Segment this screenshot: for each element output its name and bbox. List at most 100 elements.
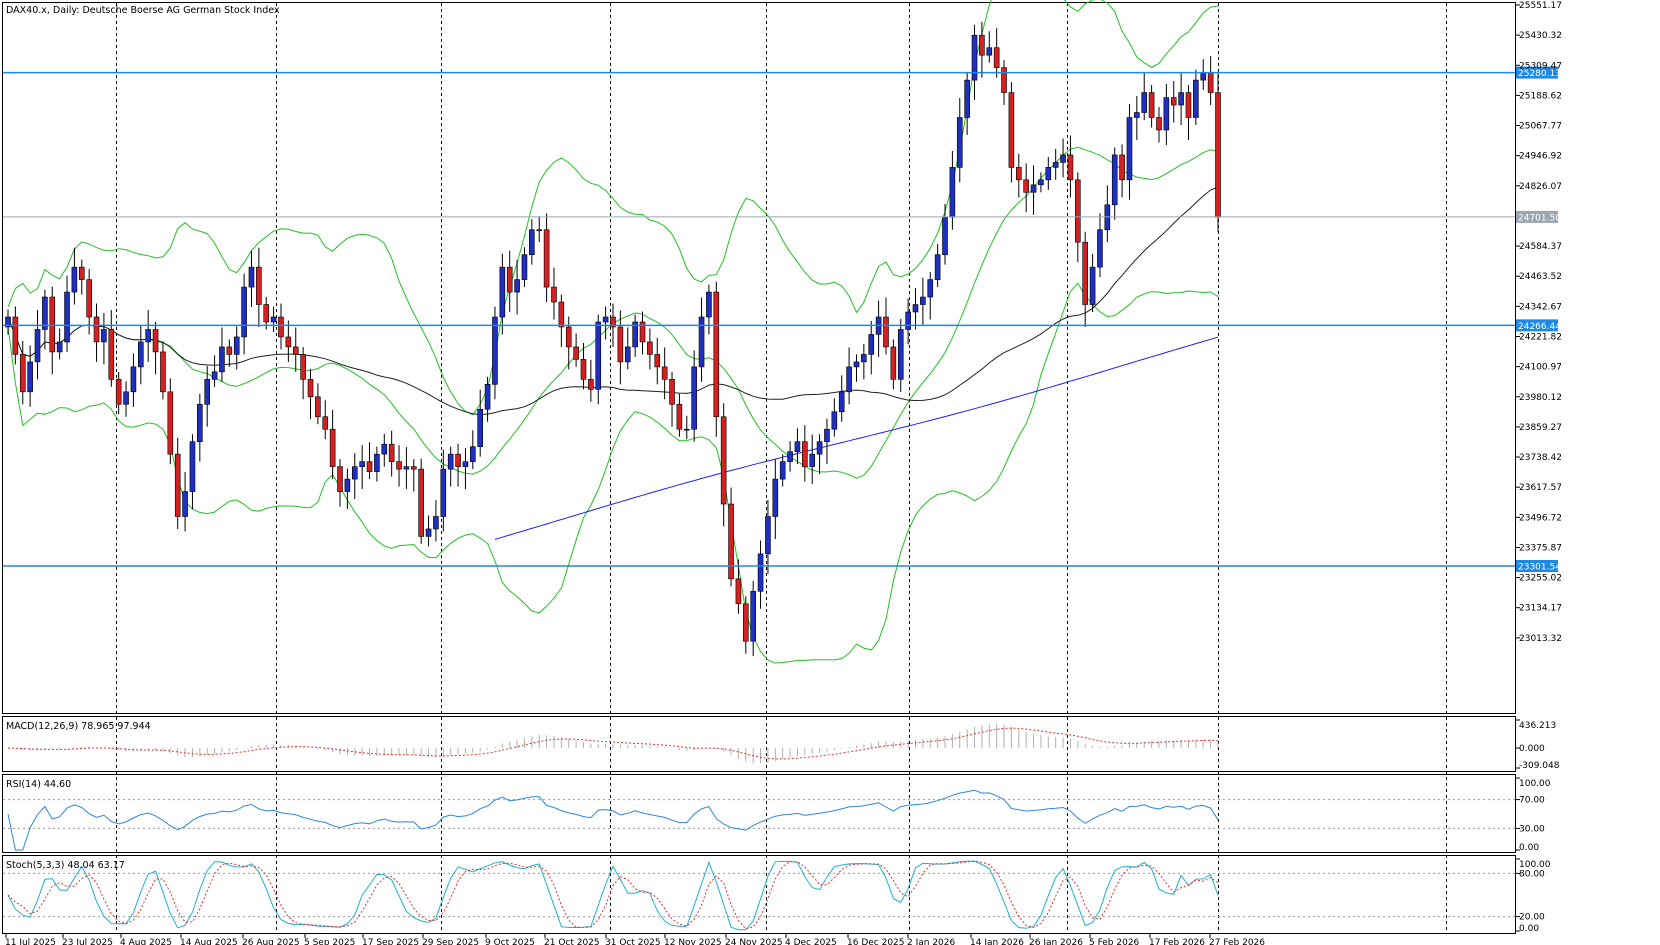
- candle-body: [713, 291, 720, 418]
- candle-body: [536, 229, 543, 232]
- candle-body: [189, 441, 196, 492]
- candle-body: [366, 461, 373, 472]
- price-tick-label: 23255.02: [1519, 574, 1562, 584]
- panel-tick-label: 0.00: [1519, 924, 1539, 934]
- moving-average-short: [7, 186, 1219, 416]
- price-tick-label: 24584.37: [1519, 242, 1562, 252]
- candle-body: [197, 403, 203, 442]
- candle-body: [410, 466, 417, 470]
- candle-body: [86, 279, 92, 318]
- candle-body: [543, 229, 550, 288]
- candle-body: [1215, 92, 1221, 218]
- time-tick-label: 11 Jul 2025: [5, 938, 56, 945]
- candle-body: [78, 266, 85, 280]
- candle-body: [1170, 97, 1177, 106]
- candle-body: [219, 346, 225, 373]
- price-tick-label: 24221.82: [1519, 333, 1562, 343]
- candle-body: [256, 266, 262, 305]
- candle-body: [986, 47, 993, 56]
- candle-body: [617, 326, 624, 363]
- candle-body: [337, 466, 343, 492]
- candle-body: [1001, 67, 1007, 93]
- candle-body: [506, 266, 513, 293]
- price-levels: 25280.13 24701.50 24266.44 23301.54: [3, 66, 1561, 572]
- candle-body: [683, 428, 690, 431]
- time-tick-label: 17 Feb 2026: [1149, 938, 1205, 945]
- candle-body: [278, 316, 284, 338]
- candle-body: [927, 279, 934, 298]
- stoch-title: Stoch(5,3,3) 48.04 63.17: [6, 860, 125, 871]
- stoch-main-line: [7, 860, 1219, 931]
- candle-body: [691, 366, 697, 430]
- candle-body: [639, 321, 646, 343]
- candle-body: [1207, 72, 1214, 93]
- candle-body: [285, 336, 292, 348]
- panel-tick-label: 436.213: [1519, 721, 1556, 731]
- candle-body: [499, 266, 506, 318]
- candle-body: [1023, 179, 1029, 193]
- price-level-tag: [1516, 210, 1558, 223]
- macd-frame: [2, 716, 1516, 772]
- macd-title: MACD(12,26,9) 78.965 97.944: [6, 721, 151, 732]
- panel-tick-label: 30.00: [1519, 824, 1545, 834]
- candle-body: [484, 384, 491, 410]
- candle-body: [12, 316, 19, 355]
- price-level-tag: [1516, 319, 1558, 332]
- candle-body: [1185, 92, 1192, 118]
- candle-body: [1075, 179, 1081, 243]
- candle-body: [300, 354, 306, 380]
- candle-body: [573, 346, 579, 360]
- candle-body: [440, 468, 447, 517]
- candle-body: [661, 366, 668, 380]
- price-tick-label: 25067.77: [1519, 122, 1562, 132]
- candle-body: [42, 296, 48, 330]
- candle-body: [101, 329, 107, 343]
- candle-body: [388, 443, 395, 462]
- candle-body: [329, 428, 336, 467]
- vertical-grid: [116, 3, 1447, 933]
- candle-body: [34, 329, 41, 363]
- time-tick-label: 31 Oct 2025: [605, 938, 661, 945]
- candle-body: [565, 326, 572, 348]
- candle-body: [934, 254, 941, 280]
- price-level-label: 24701.50: [1518, 213, 1561, 223]
- candle-body: [492, 316, 498, 385]
- candle-body: [1178, 92, 1184, 106]
- candle-body: [211, 371, 218, 380]
- candle-body: [226, 346, 233, 355]
- panel-tick-label: 0.000: [1519, 744, 1545, 754]
- price-tick-label: 25430.32: [1519, 31, 1562, 41]
- candle-body: [853, 361, 860, 368]
- candle-body: [447, 453, 454, 470]
- time-axis: 11 Jul 2025 23 Jul 2025 4 Aug 2025 14 Aug 2…: [5, 933, 1265, 945]
- candle-body: [521, 254, 528, 280]
- rsi-frame: [2, 774, 1516, 853]
- candle-body: [868, 334, 875, 355]
- candle-body: [838, 391, 845, 413]
- candle-body: [654, 354, 661, 368]
- candle-body: [883, 316, 889, 348]
- rsi-title: RSI(14) 44.60: [6, 779, 71, 790]
- bollinger-upper: [7, 0, 1219, 416]
- candle-body: [647, 341, 653, 355]
- panel-tick-label: -309.048: [1519, 761, 1560, 771]
- candle-body: [381, 443, 388, 455]
- candle-body: [949, 167, 956, 218]
- candle-body: [27, 361, 33, 393]
- time-tick-label: 2 Jan 2026: [907, 938, 955, 945]
- candle-body: [669, 379, 675, 405]
- price-tick-label: 25188.62: [1519, 91, 1562, 101]
- candle-body: [160, 351, 166, 393]
- candle-body: [1097, 229, 1103, 268]
- candle-body: [846, 366, 852, 393]
- panel-tick-label: 0.00: [1519, 843, 1539, 853]
- candle-body: [1156, 117, 1162, 131]
- candle-body: [956, 117, 963, 168]
- candle-body: [816, 441, 823, 455]
- candle-body: [920, 296, 926, 305]
- candle-body: [322, 416, 329, 430]
- candle-body: [204, 379, 211, 405]
- candle-body: [728, 503, 734, 580]
- candle-body: [241, 286, 247, 338]
